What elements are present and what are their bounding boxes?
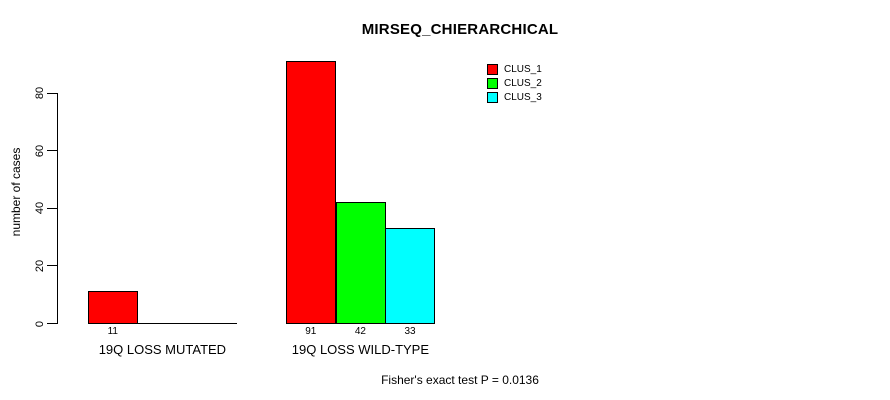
y-axis-tick-label: 60 — [34, 144, 46, 157]
y-axis-tick — [47, 265, 57, 267]
bar-clus_2 — [335, 202, 386, 324]
y-axis-line — [57, 92, 58, 324]
legend-label: CLUS_1 — [504, 63, 542, 75]
bar-clus_1 — [286, 61, 336, 324]
y-axis-tick — [47, 207, 57, 209]
legend-item-clus_1: CLUS_1 — [487, 62, 542, 76]
legend-item-clus_2: CLUS_2 — [487, 76, 542, 90]
y-axis-tick-label: 0 — [34, 320, 46, 327]
legend: CLUS_1 CLUS_2 CLUS_3 — [487, 62, 542, 105]
bar-value-label: 91 — [305, 325, 317, 337]
legend-label: CLUS_2 — [504, 77, 542, 89]
y-axis-tick-label: 20 — [34, 259, 46, 273]
y-axis-tick — [47, 92, 57, 94]
bar-value-label: 42 — [354, 325, 366, 337]
legend-label: CLUS_3 — [504, 92, 542, 104]
chart-title: MIRSEQ_CHIERARCHICAL — [361, 21, 559, 38]
legend-swatch-icon — [487, 77, 498, 89]
bar-clus_1 — [88, 291, 138, 324]
group-baseline — [88, 323, 237, 324]
y-axis-tick — [47, 323, 57, 324]
legend-swatch-icon — [487, 92, 498, 104]
x-category-label: 19Q LOSS MUTATED — [98, 342, 227, 357]
y-axis-tick-label: 80 — [34, 87, 46, 100]
y-axis-label: number of cases — [9, 147, 23, 237]
bar-clus_3 — [385, 227, 436, 324]
fisher-test-annotation: Fisher's exact test P = 0.0136 — [381, 373, 539, 387]
y-axis-tick-label: 40 — [34, 202, 46, 215]
y-axis-tick — [47, 150, 57, 152]
legend-item-clus_3: CLUS_3 — [487, 91, 542, 105]
legend-swatch-icon — [487, 63, 498, 75]
bar-value-label: 33 — [404, 325, 416, 337]
bar-value-label: 11 — [107, 325, 118, 337]
x-category-label: 19Q LOSS WILD-TYPE — [291, 342, 430, 357]
